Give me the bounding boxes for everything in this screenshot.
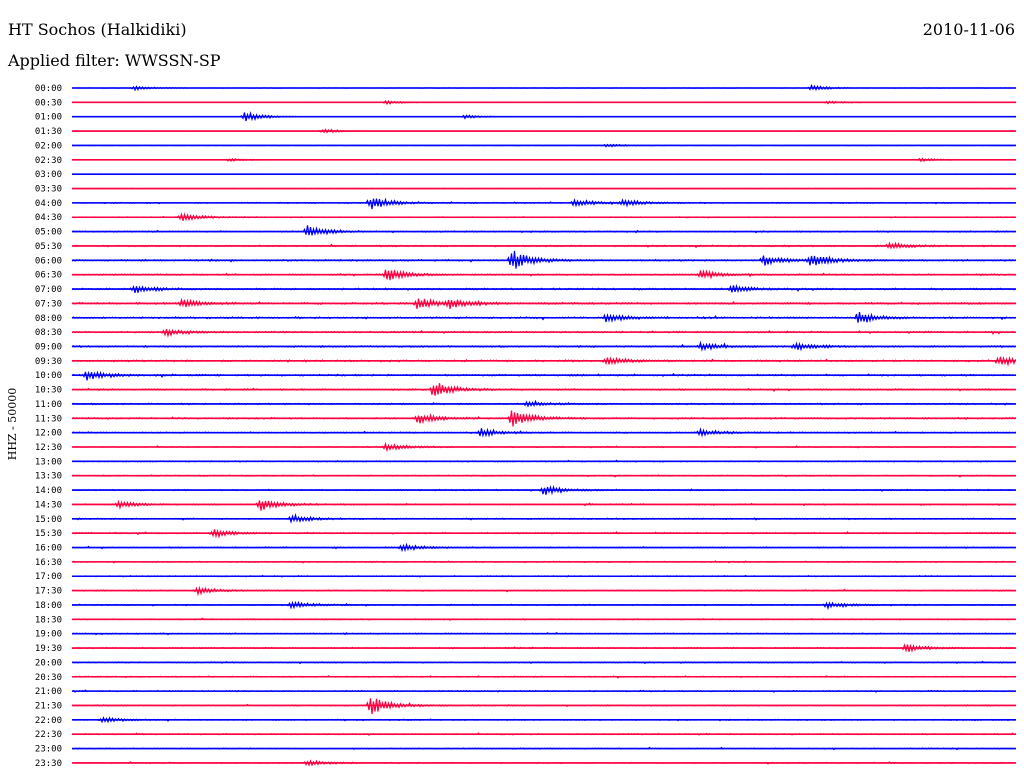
- row-time-label: 17:30: [35, 587, 62, 597]
- row-time-label: 02:00: [35, 141, 62, 151]
- row-time-label: 00:00: [35, 84, 62, 94]
- row-time-label: 12:00: [35, 429, 62, 439]
- row-time-label: 01:30: [35, 127, 62, 137]
- row-time-label: 00:30: [35, 98, 62, 108]
- row-time-label: 23:30: [35, 759, 62, 769]
- row-time-label: 13:30: [35, 472, 62, 482]
- row-time-label: 08:00: [35, 314, 62, 324]
- row-time-label: 15:30: [35, 529, 62, 539]
- filter-label: Applied filter: WWSSN-SP: [8, 51, 221, 70]
- row-time-label: 06:00: [35, 256, 62, 266]
- row-time-label: 12:30: [35, 443, 62, 453]
- row-time-label: 06:30: [35, 271, 62, 281]
- row-time-label: 20:00: [35, 658, 62, 668]
- trace-row-1000: [71, 370, 1016, 381]
- row-time-label: 10:00: [35, 371, 62, 381]
- row-time-label: 21:00: [35, 687, 62, 697]
- row-time-label: 19:00: [35, 630, 62, 640]
- row-time-label: 02:30: [35, 156, 62, 166]
- row-time-label: 09:30: [35, 357, 62, 367]
- row-time-label: 07:00: [35, 285, 62, 295]
- row-time-label: 18:00: [35, 601, 62, 611]
- row-time-label: 05:00: [35, 228, 62, 238]
- trace-row-1400: [71, 485, 1016, 496]
- row-time-label: 10:30: [35, 386, 62, 396]
- row-time-label: 18:30: [35, 615, 62, 625]
- row-time-label: 17:00: [35, 572, 62, 582]
- row-time-label: 03:00: [35, 170, 62, 180]
- row-time-label: 23:00: [35, 745, 62, 755]
- row-time-label: 09:00: [35, 342, 62, 352]
- row-time-label: 16:00: [35, 544, 62, 554]
- row-time-label: 21:30: [35, 701, 62, 711]
- station-title: HT Sochos (Halkidiki): [8, 20, 187, 39]
- row-time-label: 07:30: [35, 299, 62, 309]
- trace-row-1430: [71, 499, 1016, 511]
- row-time-label: 04:00: [35, 199, 62, 209]
- row-time-label: 15:00: [35, 515, 62, 525]
- row-time-label: 13:00: [35, 457, 62, 467]
- row-time-label: 11:00: [35, 400, 62, 410]
- row-time-label: 14:30: [35, 500, 62, 510]
- row-time-label: 01:00: [35, 113, 62, 123]
- row-time-label: 03:30: [35, 185, 62, 195]
- row-time-label: 20:30: [35, 673, 62, 683]
- row-time-label: 19:30: [35, 644, 62, 654]
- row-time-label: 16:30: [35, 558, 62, 568]
- trace-row-0500: [71, 225, 1016, 236]
- row-time-label: 08:30: [35, 328, 62, 338]
- row-time-label: 22:00: [35, 716, 62, 726]
- row-time-label: 11:30: [35, 414, 62, 424]
- trace-row-0400: [71, 197, 1016, 210]
- row-time-label: 22:30: [35, 730, 62, 740]
- row-time-label: 04:30: [35, 213, 62, 223]
- date-label: 2010-11-06: [922, 20, 1015, 39]
- row-time-label: 05:30: [35, 242, 62, 252]
- row-time-label: 14:00: [35, 486, 62, 496]
